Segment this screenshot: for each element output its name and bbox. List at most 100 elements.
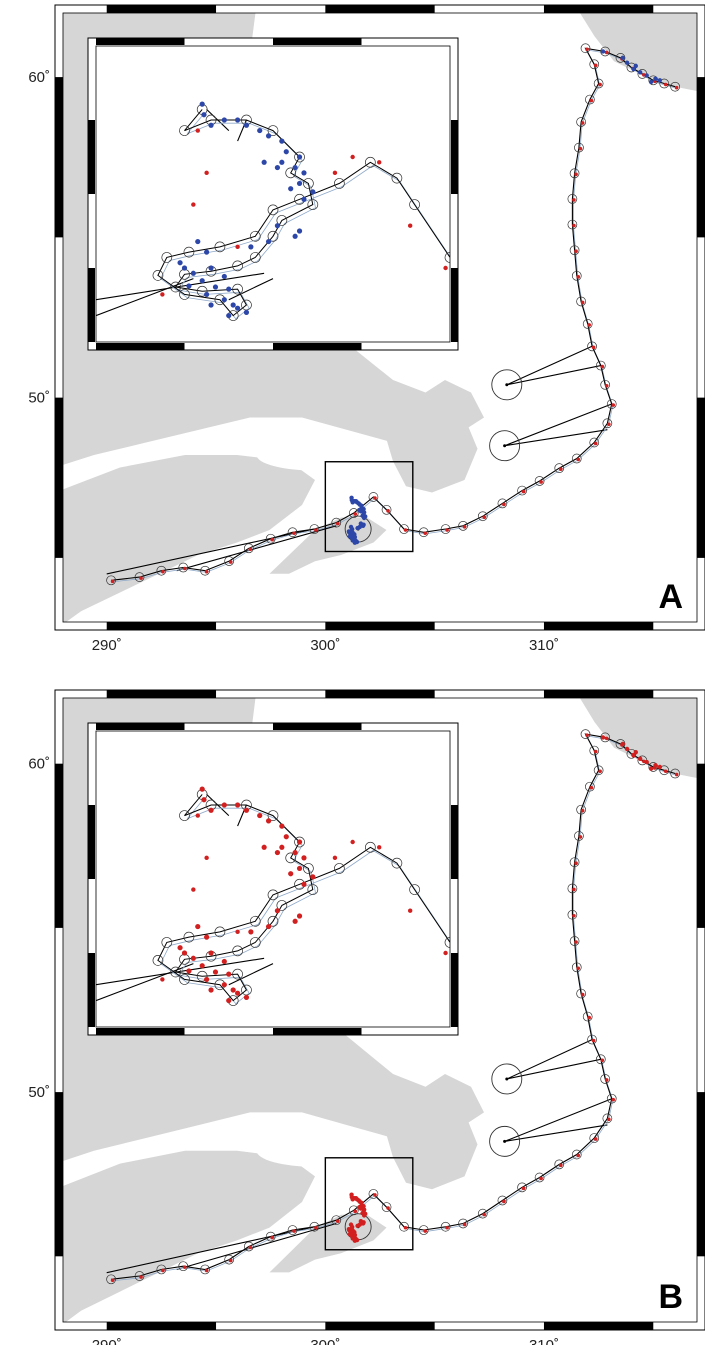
error-circle [600, 1074, 611, 1084]
frame-left-segment [55, 763, 63, 928]
lon-tick-label: 300˚ [310, 1337, 340, 1345]
inset-point [221, 958, 227, 965]
frame-top-segment [543, 690, 654, 698]
cluster-point [361, 1213, 367, 1218]
inset-error-circle [196, 970, 208, 982]
error-circle [156, 1264, 167, 1275]
track-point [502, 502, 506, 507]
inset-error-circle [170, 966, 181, 978]
track-point [593, 441, 598, 446]
track-point [585, 733, 589, 737]
error-circle [606, 399, 617, 409]
panel-label: B [658, 1278, 683, 1316]
inset-red-point [407, 223, 413, 228]
inset-point [296, 228, 303, 234]
error-circle [615, 53, 626, 63]
track-point [574, 172, 578, 177]
track-point [604, 1078, 609, 1082]
lat-tick-label: 50˚ [28, 1084, 50, 1101]
track-point [335, 1219, 340, 1223]
track-point [204, 1268, 209, 1273]
error-circle [567, 883, 578, 894]
inset-point [274, 849, 281, 856]
track-point [576, 1153, 581, 1158]
track-point [482, 1212, 487, 1217]
inset-error-circle [285, 852, 297, 864]
inset-frame-bottom [273, 343, 362, 350]
error-circle [595, 360, 606, 371]
lat-tick-label: 60˚ [28, 756, 50, 773]
track-point [574, 249, 578, 253]
inset-error-circle [179, 810, 190, 821]
error-circle [576, 988, 586, 999]
greenland-point [620, 55, 625, 61]
inset-error-circle [267, 889, 279, 901]
inset-red-point [195, 128, 200, 133]
large-error-circle [491, 1063, 523, 1095]
inset-frame-bottom [96, 1028, 185, 1035]
inset-track-estimate [160, 112, 450, 320]
track-point [204, 569, 209, 574]
track-point [353, 512, 358, 516]
inset-frame-left [88, 953, 95, 1027]
inset-red-point [350, 839, 355, 845]
inset-point [283, 834, 289, 840]
inset-point [296, 180, 303, 187]
greenland-point [648, 766, 654, 771]
inset-point [195, 238, 201, 245]
track-point [248, 1245, 253, 1250]
inset-error-circle [249, 230, 261, 242]
frame-left-segment [55, 397, 63, 558]
inset-map [87, 722, 459, 1036]
inset-point [204, 976, 210, 983]
track-point [591, 1038, 596, 1043]
track-point [580, 121, 585, 125]
frame-top-segment [543, 5, 654, 13]
track-point [403, 1225, 408, 1230]
frame-left-segment [55, 1092, 63, 1257]
error-circle [381, 504, 392, 515]
inset-error-circle [409, 199, 420, 210]
error-circle [265, 1231, 276, 1242]
track-point [593, 749, 598, 754]
error-circle [497, 1195, 508, 1206]
lon-tick-label: 300˚ [310, 637, 340, 654]
error-circle [571, 270, 582, 281]
error-circle [571, 1149, 582, 1160]
inset-line-2 [228, 963, 274, 986]
track-point [572, 198, 576, 202]
error-circle [593, 765, 604, 776]
frame-bottom-segment [543, 1322, 654, 1330]
greenland-point [633, 749, 638, 755]
inset-point [288, 871, 294, 877]
inset-error-circle [214, 241, 226, 253]
error-circle [178, 562, 189, 573]
gulf-selection-box [324, 1157, 414, 1251]
frame-bottom-segment [325, 622, 435, 630]
inset-point [243, 807, 250, 813]
track-point [161, 569, 165, 574]
frame-left-segment [55, 77, 63, 238]
track-point [110, 579, 115, 584]
inset-point [221, 982, 227, 988]
inset-frame-top [96, 38, 185, 45]
inset-error-circle [267, 204, 279, 216]
frame-right-segment [697, 77, 705, 238]
track-point [600, 1058, 605, 1063]
inset-point [274, 164, 281, 171]
inset-inner-border [95, 45, 451, 343]
inset-red-point [191, 887, 196, 892]
error-circle [576, 296, 586, 307]
inset-red-point [332, 170, 338, 176]
greenland-point [631, 66, 636, 72]
error-circle [440, 524, 451, 534]
error-circle [602, 418, 613, 429]
track-point [373, 496, 377, 500]
track-point [663, 82, 668, 87]
error-circle [576, 804, 586, 815]
track-point [607, 1117, 611, 1122]
inset-error-circle [183, 246, 195, 258]
frame-bottom-segment [106, 1322, 217, 1330]
error-circle [224, 1254, 235, 1265]
inset-point [226, 312, 232, 319]
